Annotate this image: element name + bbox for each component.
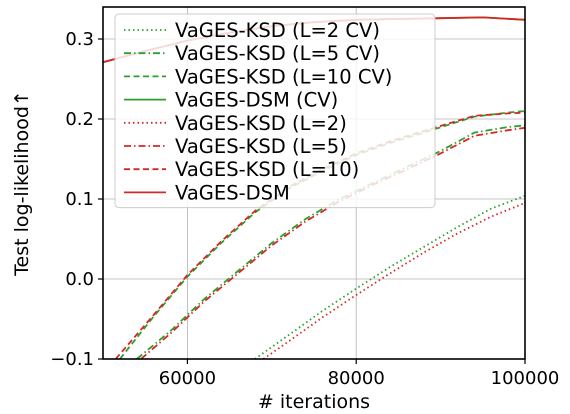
y-tick-label: 0.2 (65, 109, 94, 130)
axis-ticks: 60000 80000 100000 −0.1 0.0 0.1 0.2 0.3 (50, 29, 559, 389)
legend-box (114, 13, 436, 209)
legend-label: VaGES-KSD (L=5) (175, 135, 347, 158)
series-line-4 (262, 202, 525, 359)
legend-label: VaGES-KSD (L=10) (175, 158, 359, 181)
y-tick-label: −0.1 (50, 349, 94, 370)
x-tick-label: 80000 (328, 368, 385, 389)
legend: VaGES-KSD (L=2 CV)VaGES-KSD (L=5 CV)VaGE… (114, 13, 436, 209)
legend-label: VaGES-KSD (L=10 CV) (175, 65, 392, 88)
legend-label: VaGES-KSD (L=2) (175, 112, 347, 135)
legend-label: VaGES-DSM (175, 181, 290, 204)
plot-frame (102, 6, 526, 360)
legend-label: VaGES-KSD (L=5 CV) (175, 42, 380, 65)
legend-label: VaGES-DSM (CV) (175, 89, 338, 112)
x-tick-label: 100000 (491, 368, 560, 389)
x-axis-label: # iterations (258, 391, 370, 413)
series-line-6 (115, 111, 525, 359)
series-line-0 (254, 194, 525, 359)
legend-label: VaGES-KSD (L=2 CV) (175, 19, 380, 42)
x-tick-label: 60000 (159, 368, 216, 389)
y-axis-label: Test log-likelihood↑ (11, 90, 33, 277)
series-line-1 (136, 124, 525, 359)
y-tick-label: 0.1 (65, 189, 94, 210)
y-tick-label: 0.0 (65, 269, 94, 290)
y-tick-label: 0.3 (65, 29, 94, 50)
